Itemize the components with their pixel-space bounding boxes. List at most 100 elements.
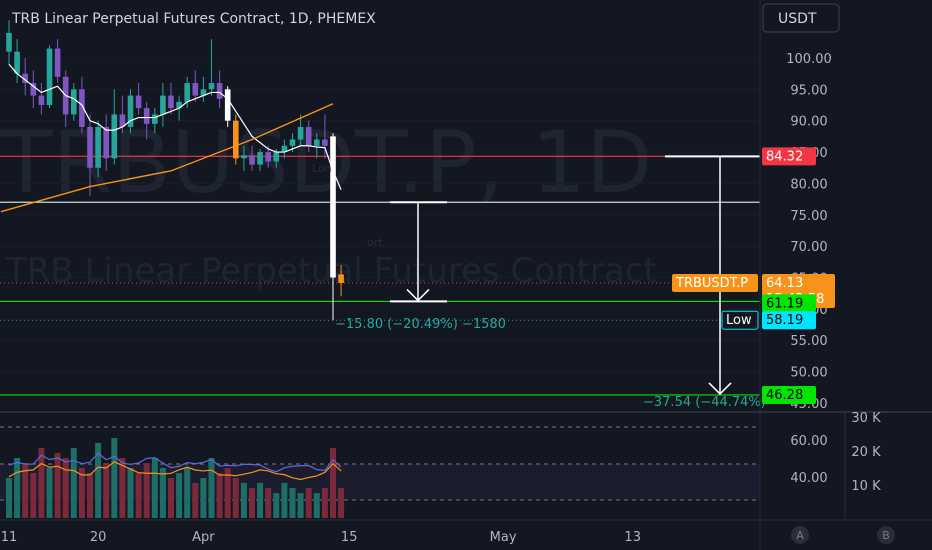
candle[interactable] — [135, 95, 142, 109]
candle[interactable] — [103, 126, 109, 159]
candle[interactable] — [6, 32, 12, 52]
candle[interactable] — [233, 120, 239, 159]
oscillator-axis-label: 40.00 — [790, 471, 827, 486]
volume-bar — [22, 463, 29, 518]
volume-bar — [143, 463, 150, 518]
candle[interactable] — [119, 114, 126, 127]
candle[interactable] — [322, 139, 328, 146]
volume-bar — [224, 468, 231, 518]
candle[interactable] — [30, 83, 37, 96]
candle[interactable] — [305, 126, 312, 146]
candle[interactable] — [152, 114, 158, 124]
candle[interactable] — [160, 95, 166, 115]
candle[interactable] — [71, 89, 77, 115]
grid — [0, 57, 760, 404]
oscillator-signal-line — [8, 461, 342, 481]
volume-bar — [78, 468, 85, 518]
candle[interactable] — [79, 89, 85, 127]
red-line-price-tag: 84.32 — [766, 149, 803, 164]
volume-bar — [95, 443, 102, 518]
volume-bar — [192, 483, 199, 518]
candle[interactable] — [87, 126, 93, 168]
candle[interactable] — [297, 126, 304, 140]
candle[interactable] — [168, 95, 174, 109]
volume-pane — [0, 426, 760, 518]
red-line-price-tag-box — [762, 147, 816, 166]
price-tick-label: 70.00 — [790, 240, 827, 255]
time-tick-label: 20 — [90, 530, 107, 545]
volume-bar — [159, 468, 166, 518]
candle[interactable] — [95, 126, 101, 168]
candle[interactable] — [314, 139, 320, 146]
candles[interactable] — [6, 20, 344, 321]
short-label: ort — [367, 236, 383, 249]
candle[interactable] — [111, 114, 118, 159]
candle[interactable] — [273, 152, 280, 162]
candle[interactable] — [46, 48, 53, 106]
candle[interactable] — [192, 83, 199, 96]
green-line-price-tag: 61.19 — [766, 296, 803, 311]
candle[interactable] — [289, 139, 296, 146]
volume-axis-label: 10 K — [851, 479, 881, 494]
moving-averages: Lon ort — [0, 63, 383, 249]
auto-scale-button[interactable]: A — [791, 526, 809, 544]
oscillator-line — [8, 452, 342, 473]
last-price-tag: 64.13 — [766, 276, 803, 291]
time-tick-label: 13 — [624, 530, 641, 545]
volume-bar — [30, 473, 37, 518]
candle[interactable] — [249, 155, 255, 165]
volume-band — [0, 464, 760, 500]
candle[interactable] — [38, 95, 45, 106]
long-label: Lon — [312, 162, 332, 175]
volume-bar — [321, 488, 328, 518]
projection-label: −15.80 (−20.49%) −1580 — [335, 317, 506, 332]
chart-title: TRB Linear Perpetual Futures Contract, 1… — [11, 11, 376, 27]
candle[interactable] — [14, 51, 20, 74]
volume-bar — [240, 483, 247, 518]
volume-bar — [151, 458, 158, 518]
candle[interactable] — [143, 108, 150, 124]
scale-b-button[interactable]: B — [877, 526, 895, 544]
candle[interactable] — [22, 73, 28, 84]
volume-axis-label: 20 K — [851, 445, 881, 460]
volume-bar — [216, 473, 223, 518]
time-axis[interactable]: 11 20 Apr 15 May 13 — [1, 530, 641, 545]
oscillator-axis-label: 60.00 — [790, 434, 827, 449]
volume-axis-label: 30 K — [851, 411, 881, 426]
candle[interactable] — [338, 274, 344, 283]
price-axis[interactable]: 45.0050.0055.0060.0065.0070.0075.0080.00… — [786, 52, 832, 412]
candle[interactable] — [127, 95, 134, 127]
candle[interactable] — [184, 83, 190, 102]
candle[interactable] — [281, 145, 288, 153]
candle[interactable] — [241, 155, 247, 159]
candle[interactable] — [330, 136, 336, 278]
time-tick-label: 15 — [341, 530, 358, 545]
candle[interactable] — [265, 152, 271, 162]
volume-bar — [200, 478, 207, 518]
volume-bar — [119, 458, 126, 518]
candle[interactable] — [176, 101, 182, 109]
time-tick-label: May — [490, 530, 517, 545]
volume-bar — [111, 438, 118, 518]
volume-bar — [135, 473, 142, 518]
volume-bar — [232, 478, 239, 518]
candle[interactable] — [216, 83, 223, 99]
candle[interactable] — [224, 89, 231, 121]
volume-bar — [87, 473, 93, 518]
volume-bar — [62, 458, 69, 518]
currency-button[interactable]: USDT — [762, 3, 840, 33]
time-tick-label: Apr — [192, 530, 215, 545]
projection-label: −37.54 (−44.74%) — [643, 395, 766, 410]
price-tick-label: 95.00 — [790, 83, 827, 98]
candle[interactable] — [257, 152, 263, 165]
support-price-tag: 46.28 — [766, 388, 803, 403]
volume-bar — [54, 453, 61, 518]
price-tick-label: 75.00 — [790, 209, 827, 224]
candle[interactable] — [54, 48, 61, 77]
candle[interactable] — [208, 83, 215, 90]
candle[interactable] — [200, 89, 207, 96]
volume-bar — [257, 483, 264, 518]
time-tick-label: 11 — [1, 530, 18, 545]
volume-bar — [297, 493, 304, 518]
